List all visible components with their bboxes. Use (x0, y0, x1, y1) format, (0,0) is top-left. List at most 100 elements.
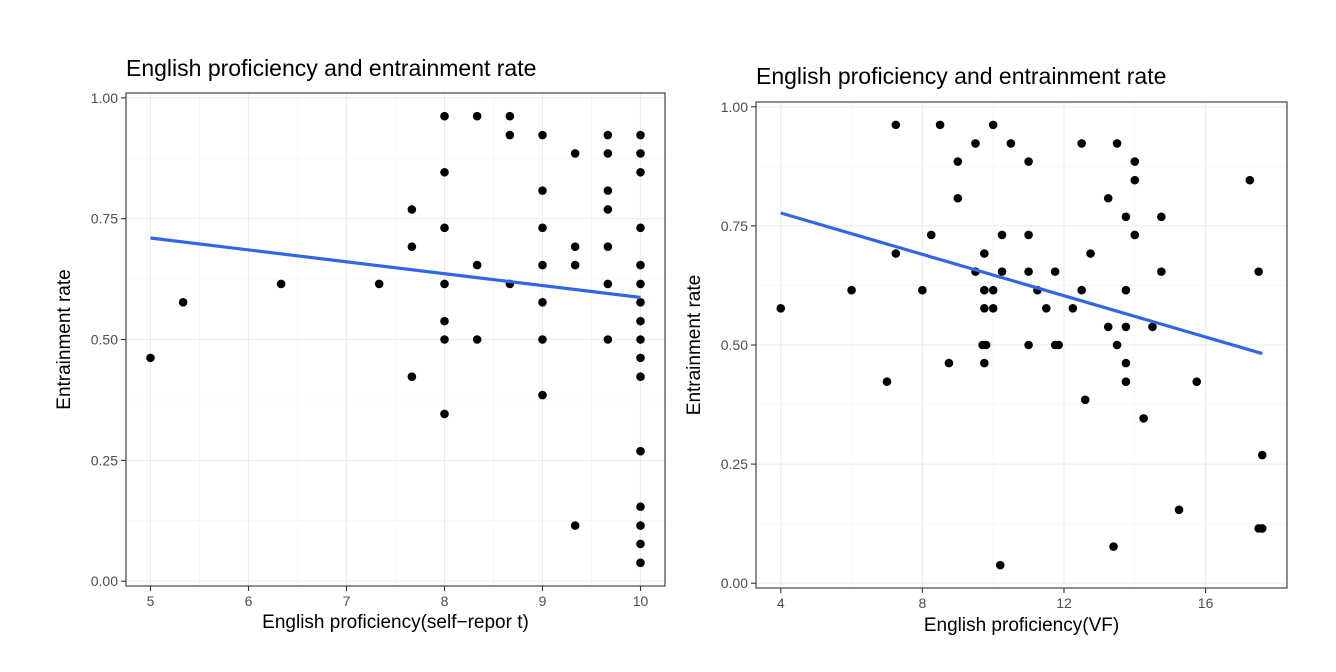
data-point (847, 285, 856, 295)
data-point (636, 521, 645, 530)
data-point (636, 335, 645, 344)
data-point (636, 260, 645, 270)
x-tick-label: 6 (245, 593, 253, 609)
data-point (407, 372, 417, 382)
x-tick-label: 8 (918, 595, 926, 611)
data-point (1157, 267, 1166, 276)
data-point (981, 340, 991, 350)
data-point (570, 149, 580, 158)
data-point (1254, 267, 1263, 276)
data-point (636, 167, 645, 177)
y-tick-label: 1.00 (91, 90, 118, 106)
data-point (636, 149, 645, 158)
data-point (1112, 340, 1122, 350)
data-point (636, 223, 645, 233)
data-point (636, 502, 645, 512)
data-point (935, 120, 945, 130)
data-point (636, 372, 645, 382)
data-point (374, 279, 384, 289)
data-point (538, 260, 547, 270)
data-point (1121, 358, 1131, 368)
data-point (570, 242, 580, 251)
x-tick-label: 8 (441, 593, 449, 609)
chart-title: English proficiency and entrainment rate (126, 55, 536, 81)
x-tick-label: 5 (147, 593, 155, 609)
data-point (1121, 322, 1131, 332)
data-point (472, 111, 482, 121)
data-point (276, 279, 286, 289)
data-point (953, 193, 963, 203)
x-tick-label: 7 (343, 593, 351, 609)
data-point (1174, 505, 1184, 515)
data-point (440, 223, 449, 233)
data-point (570, 521, 580, 530)
trend-line (780, 211, 1263, 356)
data-point (603, 149, 613, 158)
data-point (1024, 157, 1033, 166)
data-point (1121, 377, 1131, 386)
data-point (1130, 230, 1140, 240)
data-point (1245, 175, 1255, 185)
data-point (1006, 139, 1016, 148)
data-point (1068, 304, 1078, 313)
data-point (995, 560, 1005, 570)
data-point (538, 223, 547, 233)
y-tick-label: 0.75 (721, 218, 748, 234)
data-point (538, 130, 547, 140)
data-point (1041, 304, 1051, 313)
data-point (636, 279, 645, 289)
data-point (891, 120, 901, 130)
data-point (980, 358, 989, 368)
data-point (472, 335, 482, 344)
chart-vf: 4 8 12 16 0.00 0.25 0.50 0.75 1.00 English profic… (684, 63, 1288, 636)
data-point (440, 335, 449, 344)
data-point (1050, 267, 1060, 276)
data-point (988, 120, 998, 130)
data-point (980, 304, 989, 313)
data-point (538, 335, 547, 344)
x-tick-label: 9 (539, 593, 547, 609)
y-tick-label: 0.00 (721, 575, 748, 591)
data-point (505, 111, 515, 121)
data-point (440, 316, 449, 326)
data-point (1192, 377, 1202, 386)
data-point (980, 285, 989, 295)
y-tick-label: 0.75 (91, 211, 118, 227)
data-point (1103, 322, 1113, 332)
trend-line (150, 236, 641, 300)
y-tick-label: 0.50 (91, 332, 118, 348)
data-point (1148, 322, 1157, 332)
x-tick-label: 10 (633, 593, 649, 609)
data-point (636, 316, 645, 326)
y-tick-label: 1.00 (721, 99, 748, 115)
data-point (407, 205, 417, 214)
data-point (603, 335, 613, 344)
data-point (538, 390, 547, 400)
data-point (1109, 542, 1118, 551)
data-point (505, 130, 515, 140)
data-point (636, 353, 645, 363)
data-point (146, 353, 155, 363)
y-axis-title: Entrainment rate (684, 275, 705, 415)
data-point (1130, 175, 1140, 185)
data-point (1257, 524, 1267, 533)
x-axis-title: English proficiency(VF) (924, 615, 1119, 636)
data-point (1121, 285, 1131, 295)
data-point (636, 446, 645, 456)
data-point (1080, 395, 1090, 405)
data-point (1257, 450, 1267, 460)
y-tick-label: 0.50 (721, 337, 748, 353)
data-point (882, 377, 892, 386)
data-point (1112, 139, 1122, 148)
data-point (1024, 230, 1033, 240)
data-point (603, 130, 613, 140)
data-point (1054, 340, 1063, 350)
data-point (926, 230, 936, 240)
data-point (1121, 212, 1131, 222)
data-point (918, 285, 927, 295)
data-point (472, 260, 482, 270)
data-point (1077, 139, 1086, 148)
data-point (1157, 212, 1166, 222)
data-point (636, 297, 645, 307)
